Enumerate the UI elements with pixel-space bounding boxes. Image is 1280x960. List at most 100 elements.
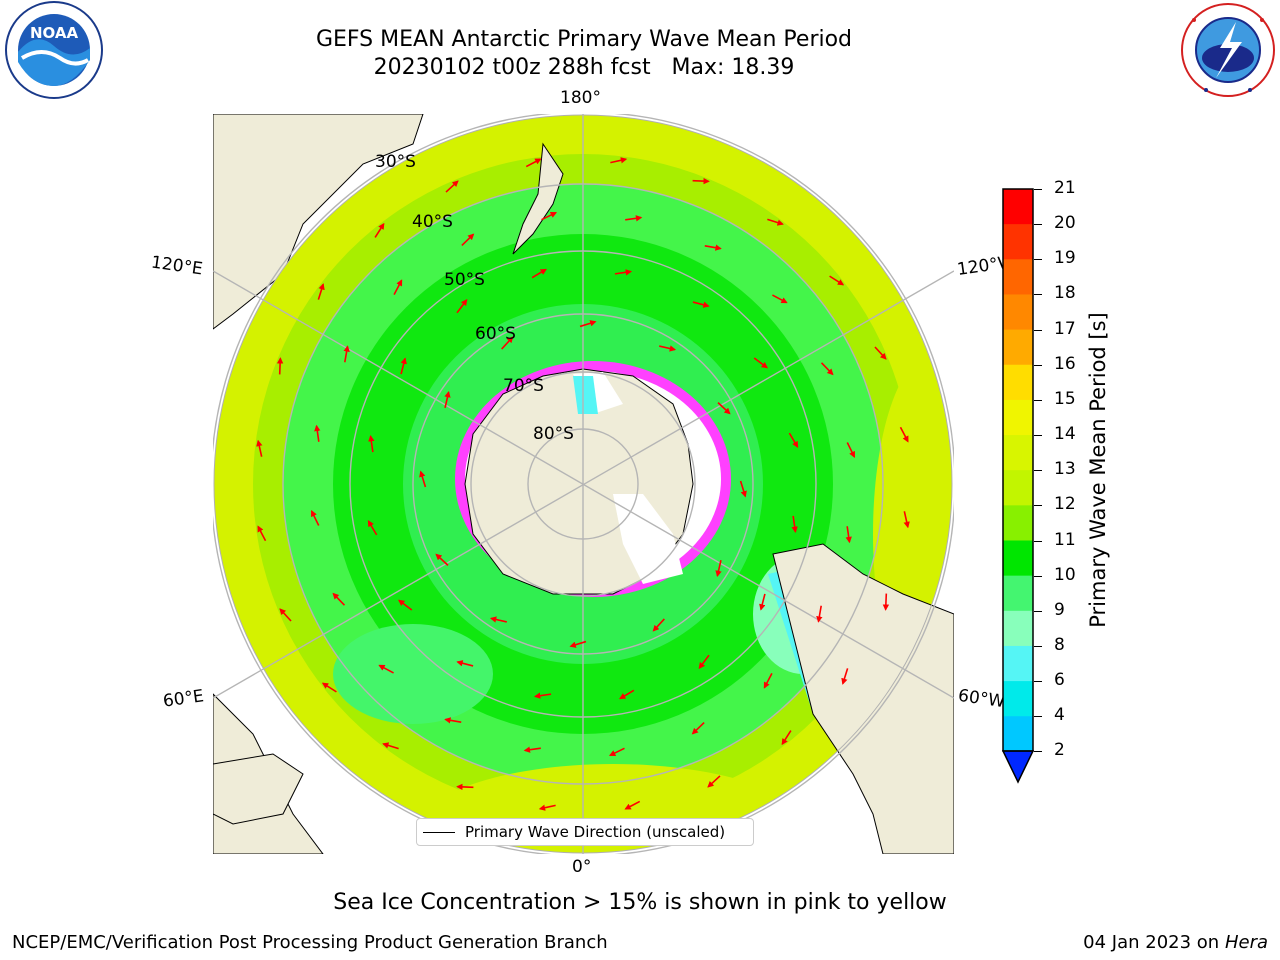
colorbar-tick-label: 18 bbox=[1054, 283, 1076, 304]
colorbar-tick-label: 14 bbox=[1054, 424, 1076, 445]
wave-direction-arrow bbox=[456, 298, 468, 314]
map-panel[interactable]: 30°S 40°S 50°S 60°S 70°S 80°S Primary Wa… bbox=[210, 111, 956, 857]
colorbar-tick-mark bbox=[1034, 505, 1042, 507]
colorbar-bands bbox=[1001, 189, 1035, 784]
chart-subtitle: 20230102 t00z 288h fcst Max: 18.39 bbox=[373, 55, 795, 80]
lat-label-70s: 70°S bbox=[503, 376, 544, 396]
wave-direction-arrow bbox=[523, 746, 541, 753]
wave-direction-arrow bbox=[397, 599, 413, 611]
wave-direction-arrow bbox=[781, 730, 792, 746]
wave-direction-arrow bbox=[538, 804, 556, 811]
wave-direction-arrow bbox=[279, 608, 292, 622]
wave-direction-arrow bbox=[841, 668, 849, 685]
colorbar-tick-mark bbox=[1034, 751, 1042, 753]
lat-label-30s: 30°S bbox=[375, 152, 416, 172]
sea-ice-caption: Sea Ice Concentration > 15% is shown in … bbox=[333, 890, 947, 915]
wave-direction-arrow bbox=[314, 424, 321, 442]
wave-direction-arrow bbox=[368, 434, 375, 453]
wave-direction-arrow bbox=[501, 336, 514, 350]
colorbar-tick-mark bbox=[1034, 329, 1042, 331]
wave-direction-arrow bbox=[256, 439, 263, 457]
wave-direction-arrow bbox=[400, 357, 407, 375]
colorbar-tick-mark bbox=[1034, 470, 1042, 472]
wave-direction-arrow bbox=[739, 480, 747, 498]
legend-line-swatch bbox=[423, 831, 455, 833]
lat-label-60s: 60°S bbox=[475, 324, 516, 344]
colorbar-tick-label: 11 bbox=[1054, 529, 1076, 550]
wave-direction-arrow bbox=[310, 509, 320, 526]
wave-direction-arrow bbox=[652, 618, 665, 632]
legend-label: Primary Wave Direction (unscaled) bbox=[465, 823, 726, 841]
colorbar-extend-triangle bbox=[1001, 750, 1035, 784]
colorbar-tick-mark bbox=[1034, 294, 1042, 296]
chart-title: GEFS MEAN Antarctic Primary Wave Mean Pe… bbox=[315, 27, 853, 52]
map-legend: Primary Wave Direction (unscaled) bbox=[416, 818, 754, 846]
wave-direction-arrow bbox=[698, 654, 710, 670]
wave-direction-arrow bbox=[691, 721, 705, 735]
colorbar-tick-label: 6 bbox=[1054, 670, 1065, 691]
colorbar bbox=[1001, 188, 1035, 784]
colorbar-tick-mark bbox=[1034, 224, 1042, 226]
wave-direction-arrow bbox=[845, 526, 852, 544]
lon-label-60w: 60°W bbox=[956, 685, 1007, 713]
lat-label-50s: 50°S bbox=[444, 270, 485, 290]
colorbar-tick-label: 2 bbox=[1054, 740, 1065, 761]
wave-direction-arrow bbox=[704, 244, 722, 251]
colorbar-band bbox=[1003, 645, 1033, 682]
colorbar-band bbox=[1003, 716, 1033, 752]
wave-direction-arrow bbox=[489, 616, 507, 623]
wave-direction-arrow bbox=[874, 346, 887, 360]
wave-direction-arrow bbox=[393, 279, 403, 295]
wave-direction-arrow bbox=[820, 362, 834, 376]
wave-direction-arrow bbox=[614, 269, 633, 276]
wave-direction-arrow bbox=[569, 640, 587, 648]
colorbar-tick-mark bbox=[1034, 435, 1042, 437]
colorbar-tick-label: 8 bbox=[1054, 634, 1065, 655]
colorbar-tick-mark bbox=[1034, 610, 1042, 612]
colorbar-tick-mark bbox=[1034, 645, 1042, 647]
wave-direction-arrow bbox=[456, 660, 474, 667]
colorbar-tick-label: 15 bbox=[1054, 388, 1076, 409]
colorbar-tick-label: 9 bbox=[1054, 599, 1065, 620]
wave-direction-arrow bbox=[444, 717, 462, 724]
colorbar-tick-mark bbox=[1034, 399, 1042, 401]
colorbar-tick-label: 10 bbox=[1054, 564, 1076, 585]
wave-direction-arrow bbox=[763, 673, 773, 689]
wave-direction-arrow bbox=[276, 357, 284, 375]
wave-direction-arrow bbox=[382, 742, 399, 750]
wave-direction-arrow bbox=[753, 357, 769, 369]
colorbar-tick-mark bbox=[1034, 259, 1042, 261]
wave-direction-arrow bbox=[707, 775, 721, 788]
wave-direction-arrow bbox=[374, 222, 385, 238]
colorbar-band bbox=[1003, 364, 1033, 401]
wave-direction-arrow bbox=[899, 426, 909, 443]
colorbar-tick-label: 13 bbox=[1054, 459, 1076, 480]
colorbar-band bbox=[1003, 224, 1033, 260]
wave-direction-arrow bbox=[321, 682, 337, 693]
wave-direction-arrow bbox=[903, 511, 910, 529]
nws-logo bbox=[1176, 0, 1280, 100]
colorbar-svg bbox=[1001, 188, 1035, 784]
wave-direction-arrow bbox=[829, 275, 845, 286]
wave-direction-arrow bbox=[456, 783, 474, 791]
wave-direction-arrow bbox=[788, 432, 799, 448]
wave-direction-arrow bbox=[461, 233, 475, 247]
wave-direction-arrows bbox=[256, 157, 910, 811]
colorbar-tick-mark bbox=[1034, 540, 1042, 542]
noaa-logo-text: NOAA bbox=[30, 24, 79, 42]
colorbar-band bbox=[1003, 329, 1033, 366]
australia-land bbox=[212, 113, 424, 330]
wave-direction-arrow bbox=[791, 515, 798, 534]
wave-direction-arrow bbox=[332, 592, 346, 606]
colorbar-tick-label: 20 bbox=[1054, 213, 1076, 234]
colorbar-band bbox=[1003, 259, 1033, 295]
madagascar-land bbox=[212, 753, 304, 825]
lat-label-80s: 80°S bbox=[533, 424, 574, 444]
map-svg bbox=[210, 111, 956, 857]
wave-direction-arrow bbox=[610, 157, 628, 164]
colorbar-band bbox=[1003, 399, 1033, 436]
colorbar-band bbox=[1003, 189, 1033, 225]
wave-direction-arrow bbox=[541, 211, 558, 221]
colorbar-band bbox=[1003, 540, 1033, 577]
lon-label-180: 180° bbox=[560, 88, 601, 108]
